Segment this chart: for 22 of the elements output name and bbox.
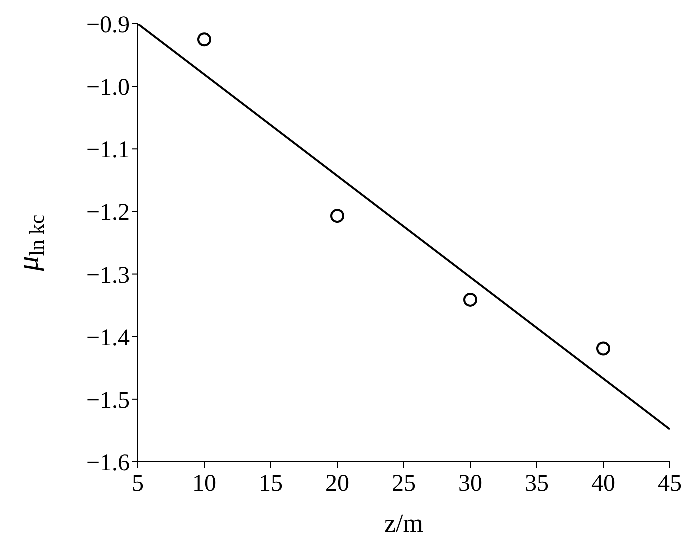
y-tick-label: −1.1: [86, 138, 130, 164]
y-tick-label: −1.3: [86, 262, 130, 289]
x-tick-label: 30: [458, 471, 482, 498]
y-tick-label: −1.5: [86, 388, 130, 414]
x-tick-label: 45: [658, 471, 682, 498]
point: [464, 292, 478, 307]
x-tick-label: 40: [592, 471, 616, 498]
point: [330, 209, 344, 224]
point: [596, 342, 610, 356]
x-tick-label: 35: [525, 471, 549, 498]
y-tick-label: −1.2: [86, 200, 130, 226]
y-tick-label: −1.0: [86, 75, 130, 102]
x-axis-title: z/m: [384, 509, 424, 538]
x-tick-label: 25: [392, 471, 416, 498]
x-tick-label: 10: [192, 471, 216, 498]
x-tick-label: 15: [259, 471, 283, 498]
y-tick-label: −0.9: [86, 12, 130, 39]
x-tick-label: 20: [326, 471, 350, 498]
y-tick-label: −1.4: [86, 325, 130, 352]
x-tick-label: 5: [132, 471, 144, 498]
y-tick-label: −1.6: [86, 450, 130, 477]
point: [198, 32, 212, 47]
